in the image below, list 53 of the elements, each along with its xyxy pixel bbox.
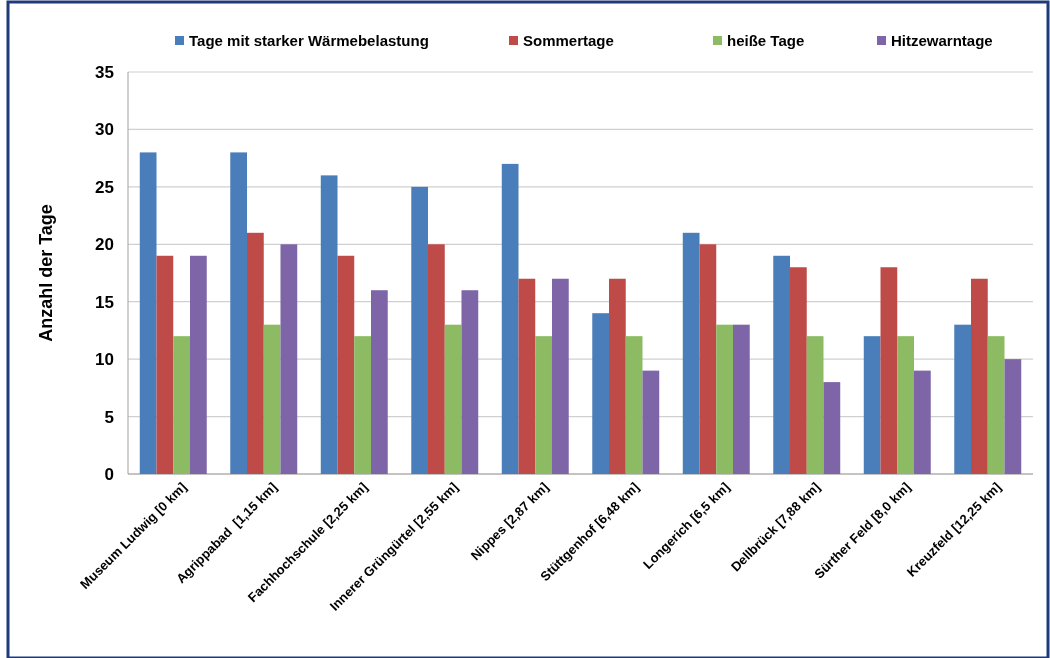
- bar: [263, 324, 281, 474]
- bar: [823, 382, 841, 474]
- bar: [518, 278, 536, 474]
- legend-label: Hitzewarntage: [891, 32, 993, 50]
- bar: [444, 324, 462, 474]
- y-tick-label: 20: [95, 235, 114, 255]
- bar: [189, 255, 207, 474]
- bar: [732, 324, 750, 474]
- bar: [354, 336, 371, 474]
- y-axis-title: Anzahl der Tage: [36, 204, 56, 342]
- bar: [971, 278, 988, 474]
- legend-label: heiße Tage: [727, 32, 805, 50]
- bar: [461, 290, 479, 474]
- bar: [428, 244, 445, 474]
- bar: [230, 152, 248, 474]
- bar: [897, 336, 914, 474]
- y-tick-label: 10: [95, 350, 114, 370]
- y-tick-label: 0: [104, 464, 114, 484]
- bar: [592, 313, 610, 474]
- bar: [501, 163, 519, 474]
- y-tick-label: 15: [95, 292, 114, 312]
- legend-label: Sommertage: [523, 32, 614, 50]
- bar: [551, 278, 569, 474]
- bar: [642, 370, 660, 474]
- bar: [682, 232, 700, 474]
- bar: [625, 336, 643, 474]
- bar: [716, 324, 733, 474]
- bar: [1004, 359, 1022, 474]
- bar: [535, 336, 552, 474]
- bar: [280, 244, 298, 474]
- bar: [880, 267, 898, 474]
- bar: [156, 255, 174, 474]
- y-tick-label: 30: [95, 120, 114, 140]
- bar: [699, 244, 717, 474]
- bar: [913, 370, 931, 474]
- y-tick-label: 25: [95, 177, 114, 197]
- bar: [790, 267, 807, 474]
- bar: [609, 278, 626, 474]
- bar: [247, 232, 264, 474]
- y-tick-label: 35: [95, 62, 114, 82]
- bar: [411, 186, 429, 474]
- bar: [954, 324, 972, 474]
- bar: [337, 255, 355, 474]
- bar: [320, 175, 338, 474]
- bar: [773, 255, 791, 474]
- bar: [173, 336, 190, 474]
- bar: [987, 336, 1005, 474]
- bar: [806, 336, 824, 474]
- bar: [370, 290, 388, 474]
- bar: [863, 336, 881, 474]
- bar: [139, 152, 157, 474]
- y-tick-label: 5: [104, 407, 114, 427]
- legend-label: Tage mit starker Wärmebelastung: [189, 32, 429, 50]
